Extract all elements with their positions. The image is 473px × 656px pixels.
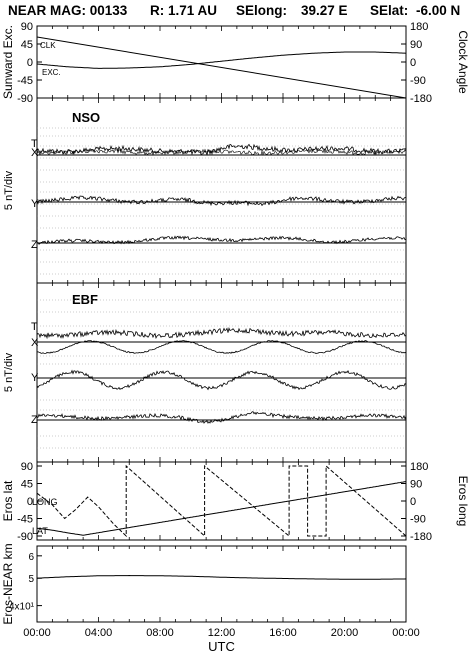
series-line-nso-t: [36, 143, 407, 156]
y-tick-label-right: -90: [410, 75, 426, 87]
annotation-exc: EXC.: [42, 68, 61, 77]
panel-nso: [36, 97, 407, 284]
y-axis-title-right: Clock Angle: [456, 30, 470, 94]
y-tick-label-left: -90: [17, 93, 33, 105]
y-tick-label-right: 90: [410, 39, 422, 51]
x-tick-label: 08:00: [146, 627, 174, 639]
mission-label: NEAR MAG: 00133: [8, 3, 128, 18]
annotation-clk: CLK: [40, 41, 56, 50]
annotation-long: LONG: [32, 497, 58, 507]
y-tick-label-left: 45: [21, 479, 33, 491]
x-axis-title: UTC: [208, 639, 235, 654]
y-tick-label-log: 5: [28, 574, 34, 585]
y-tick-label-log: 4x10¹: [9, 602, 35, 613]
y-tick-label-left: 0: [27, 57, 33, 69]
series-line-distance: [36, 574, 407, 580]
y-axis-title-nso: 5 nT/div: [3, 170, 15, 210]
component-label-ebf-y: Y: [31, 372, 39, 384]
selong-value: 39.27 E: [301, 3, 348, 18]
selat-label: SElat:: [370, 3, 409, 18]
x-tick-label: 00:00: [23, 627, 51, 639]
y-tick-label-right: 0: [410, 496, 416, 508]
component-label-ebf-z: Z: [31, 414, 38, 426]
x-tick-label: 20:00: [331, 627, 359, 639]
y-tick-label-right: 180: [410, 461, 428, 473]
component-label-nso-y: Y: [31, 198, 39, 210]
y-axis-title-eros-long: Eros long: [456, 476, 470, 527]
y-tick-label-log: 6: [28, 552, 34, 563]
x-tick-label: 12:00: [208, 627, 236, 639]
component-label-nso-z: Z: [31, 239, 38, 251]
y-tick-label-left: 0: [27, 496, 33, 508]
y-tick-label-left: 45: [21, 39, 33, 51]
y-tick-label-left: 90: [21, 21, 33, 33]
y-tick-label-right: 90: [410, 479, 422, 491]
series-line-ebf-t: [36, 327, 407, 340]
component-label-nso-t: T: [31, 138, 38, 150]
component-label-ebf-x: X: [31, 337, 39, 349]
selong-label: SElong:: [236, 3, 287, 18]
series-line-ebf-y: [36, 369, 407, 391]
y-axis-title-eros-lat: Eros lat: [1, 480, 15, 521]
series-line-lat: [36, 481, 407, 536]
y-axis-title-eros-near: Eros-NEAR km: [1, 543, 15, 624]
series-line-nso-y: [36, 195, 407, 207]
y-tick-label-left: -90: [17, 531, 33, 543]
y-tick-label-right: 0: [410, 57, 416, 69]
panel-title-ebf: EBF: [72, 292, 98, 307]
radius-label: R: 1.71 AU: [150, 3, 218, 18]
y-tick-label-left: -45: [17, 514, 33, 526]
header: NEAR MAG: 00133 R: 1.71 AU SElong: 39.27…: [0, 0, 473, 22]
panel-eros-near-distance: [36, 545, 407, 623]
panel-ebf: [36, 282, 407, 463]
selat-value: -6.00 N: [416, 3, 461, 18]
y-tick-label-left: -45: [17, 75, 33, 87]
series-line-ebf-x: [36, 340, 407, 354]
y-tick-label-right: 180: [410, 21, 428, 33]
y-axis-title-ebf: 5 nT/div: [3, 352, 15, 392]
component-label-nso-x: X: [31, 147, 39, 159]
annotation-lat: LAT: [32, 526, 48, 536]
y-tick-label-right: -180: [410, 93, 432, 105]
series-line-nso-x: [36, 148, 407, 156]
series-line-ebf-z: [36, 411, 407, 424]
y-tick-label-right: -90: [410, 514, 426, 526]
series-line-clk: [36, 36, 407, 99]
y-tick-label-left: 90: [21, 461, 33, 473]
panel-title-nso: NSO: [72, 110, 100, 125]
x-tick-label: 00:00: [392, 627, 420, 639]
y-axis-title: Sunward Exc.: [1, 25, 15, 99]
y-tick-label-right: -180: [410, 531, 432, 543]
x-tick-label: 04:00: [85, 627, 113, 639]
series-line-exc: [36, 51, 407, 69]
component-label-ebf-t: T: [31, 321, 38, 333]
panel-sunward-clock: [36, 25, 407, 99]
x-tick-label: 16:00: [269, 627, 297, 639]
series-line-nso-z: [36, 235, 407, 245]
series-line-long: [36, 464, 407, 538]
